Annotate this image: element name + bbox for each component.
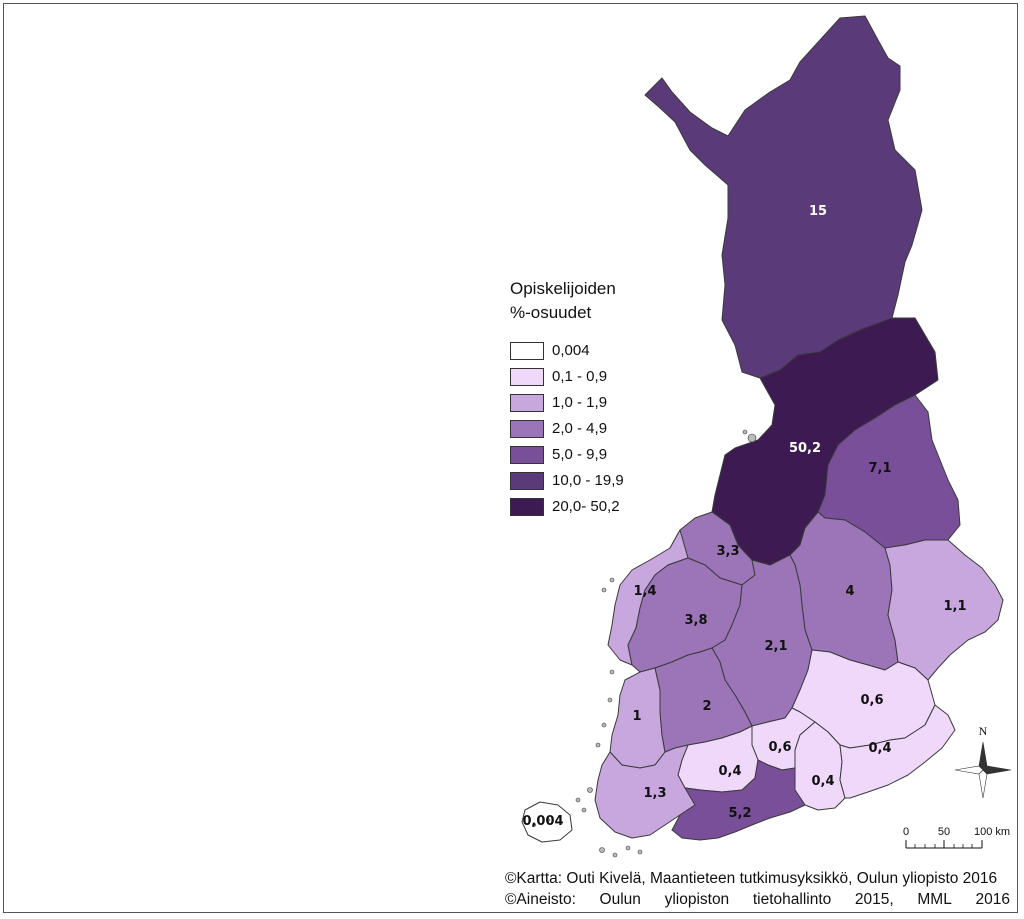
scale-tick-100: 100 km (974, 826, 1010, 838)
legend-label: 10,0 - 19,9 (552, 472, 624, 489)
legend-title-line2: %-osuudet (510, 303, 592, 322)
credit-data-part: MML (917, 891, 952, 908)
region-label-pirkanmaa: 2 (702, 699, 711, 714)
legend-item: 20,0- 50,2 (510, 495, 710, 518)
region-label-ostrobothnia: 1,4 (633, 584, 656, 599)
legend-label: 2,0 - 4,9 (552, 420, 608, 437)
archipelago-islands (532, 429, 757, 858)
credit-data-part: tietohallinto (752, 891, 832, 908)
region-label-north-savo: 4 (845, 584, 854, 599)
region-label-southwest-finland: 1,3 (643, 786, 666, 801)
region-aland (521, 801, 573, 843)
legend-title-line1: Opiskelijoiden (510, 279, 616, 298)
north-arrow: N (954, 724, 1012, 799)
map-legend: Opiskelijoiden %-osuudet 0,004 0,1 - 0,9 1… (510, 277, 710, 521)
region-label-kanta-hame: 0,4 (718, 764, 741, 779)
region-label-south-karelia: 0,4 (868, 741, 891, 756)
legend-label: 1,0 - 1,9 (552, 394, 608, 411)
legend-label: 0,004 (552, 342, 590, 359)
region-label-lapland: 15 (809, 204, 827, 219)
legend-label: 20,0- 50,2 (552, 498, 620, 515)
region-south-karelia (839, 704, 956, 799)
legend-swatch (510, 419, 544, 438)
region-label-paijat-hame: 0,6 (768, 740, 791, 755)
scale-tick-50: 50 (938, 826, 950, 838)
credits: ©Kartta: Outi Kivelä, Maantieteen tutkim… (505, 868, 1010, 910)
legend-item: 5,0 - 9,9 (510, 443, 710, 466)
region-label-aland: 0,004 (522, 814, 563, 829)
legend-swatch (510, 471, 544, 490)
north-arrow-letter: N (979, 724, 988, 738)
legend-swatch (510, 341, 544, 360)
region-uusimaa (671, 759, 806, 841)
scale-tick-0: 0 (903, 826, 909, 838)
legend-swatch (510, 497, 544, 516)
legend-swatch (510, 393, 544, 412)
region-label-south-savo: 0,6 (860, 693, 883, 708)
region-label-north-ostrobothnia: 50,2 (789, 441, 821, 456)
legend-item: 0,1 - 0,9 (510, 365, 710, 388)
region-label-satakunta: 1 (632, 709, 641, 724)
compass-rose-icon (954, 741, 1012, 799)
map-frame (3, 3, 1018, 913)
region-north-karelia (884, 539, 1004, 681)
region-lapland (644, 15, 923, 379)
legend-swatch (510, 367, 544, 386)
region-label-uusimaa: 5,2 (728, 806, 751, 821)
credit-data: ©Aineisto: Oulun yliopiston tietohallint… (505, 889, 1010, 910)
region-label-kymenlaakso: 0,4 (811, 774, 834, 789)
region-label-central-finland: 2,1 (764, 639, 787, 654)
scale-bar: 0 50 100 km (903, 826, 1010, 849)
region-label-kainuu: 7,1 (868, 461, 891, 476)
region-label-central-ostrobothnia: 3,3 (716, 544, 739, 559)
credit-data-part: 2016 (975, 891, 1010, 908)
legend-item: 10,0 - 19,9 (510, 469, 710, 492)
credit-data-part: 2015, (854, 891, 894, 908)
region-label-south-ostrobothnia: 3,8 (684, 613, 707, 628)
legend-title: Opiskelijoiden %-osuudet (510, 277, 710, 325)
legend-item: 2,0 - 4,9 (510, 417, 710, 440)
legend-item: 0,004 (510, 339, 710, 362)
legend-swatch (510, 445, 544, 464)
credit-data-part: ©Aineisto: (505, 891, 576, 908)
credit-data-part: Oulun (599, 891, 641, 908)
legend-label: 5,0 - 9,9 (552, 446, 608, 463)
legend-label: 0,1 - 0,9 (552, 368, 608, 385)
region-label-north-karelia: 1,1 (943, 599, 966, 614)
credit-map: ©Kartta: Outi Kivelä, Maantieteen tutkim… (505, 870, 998, 887)
credit-data-part: yliopiston (664, 891, 730, 908)
legend-item: 1,0 - 1,9 (510, 391, 710, 414)
